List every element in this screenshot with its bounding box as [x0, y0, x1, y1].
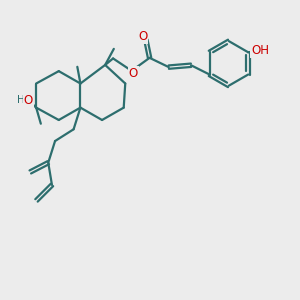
Text: O: O [138, 30, 147, 43]
Text: O: O [23, 94, 33, 107]
Text: H: H [17, 95, 25, 105]
Text: OH: OH [251, 44, 269, 57]
Text: O: O [129, 68, 138, 80]
